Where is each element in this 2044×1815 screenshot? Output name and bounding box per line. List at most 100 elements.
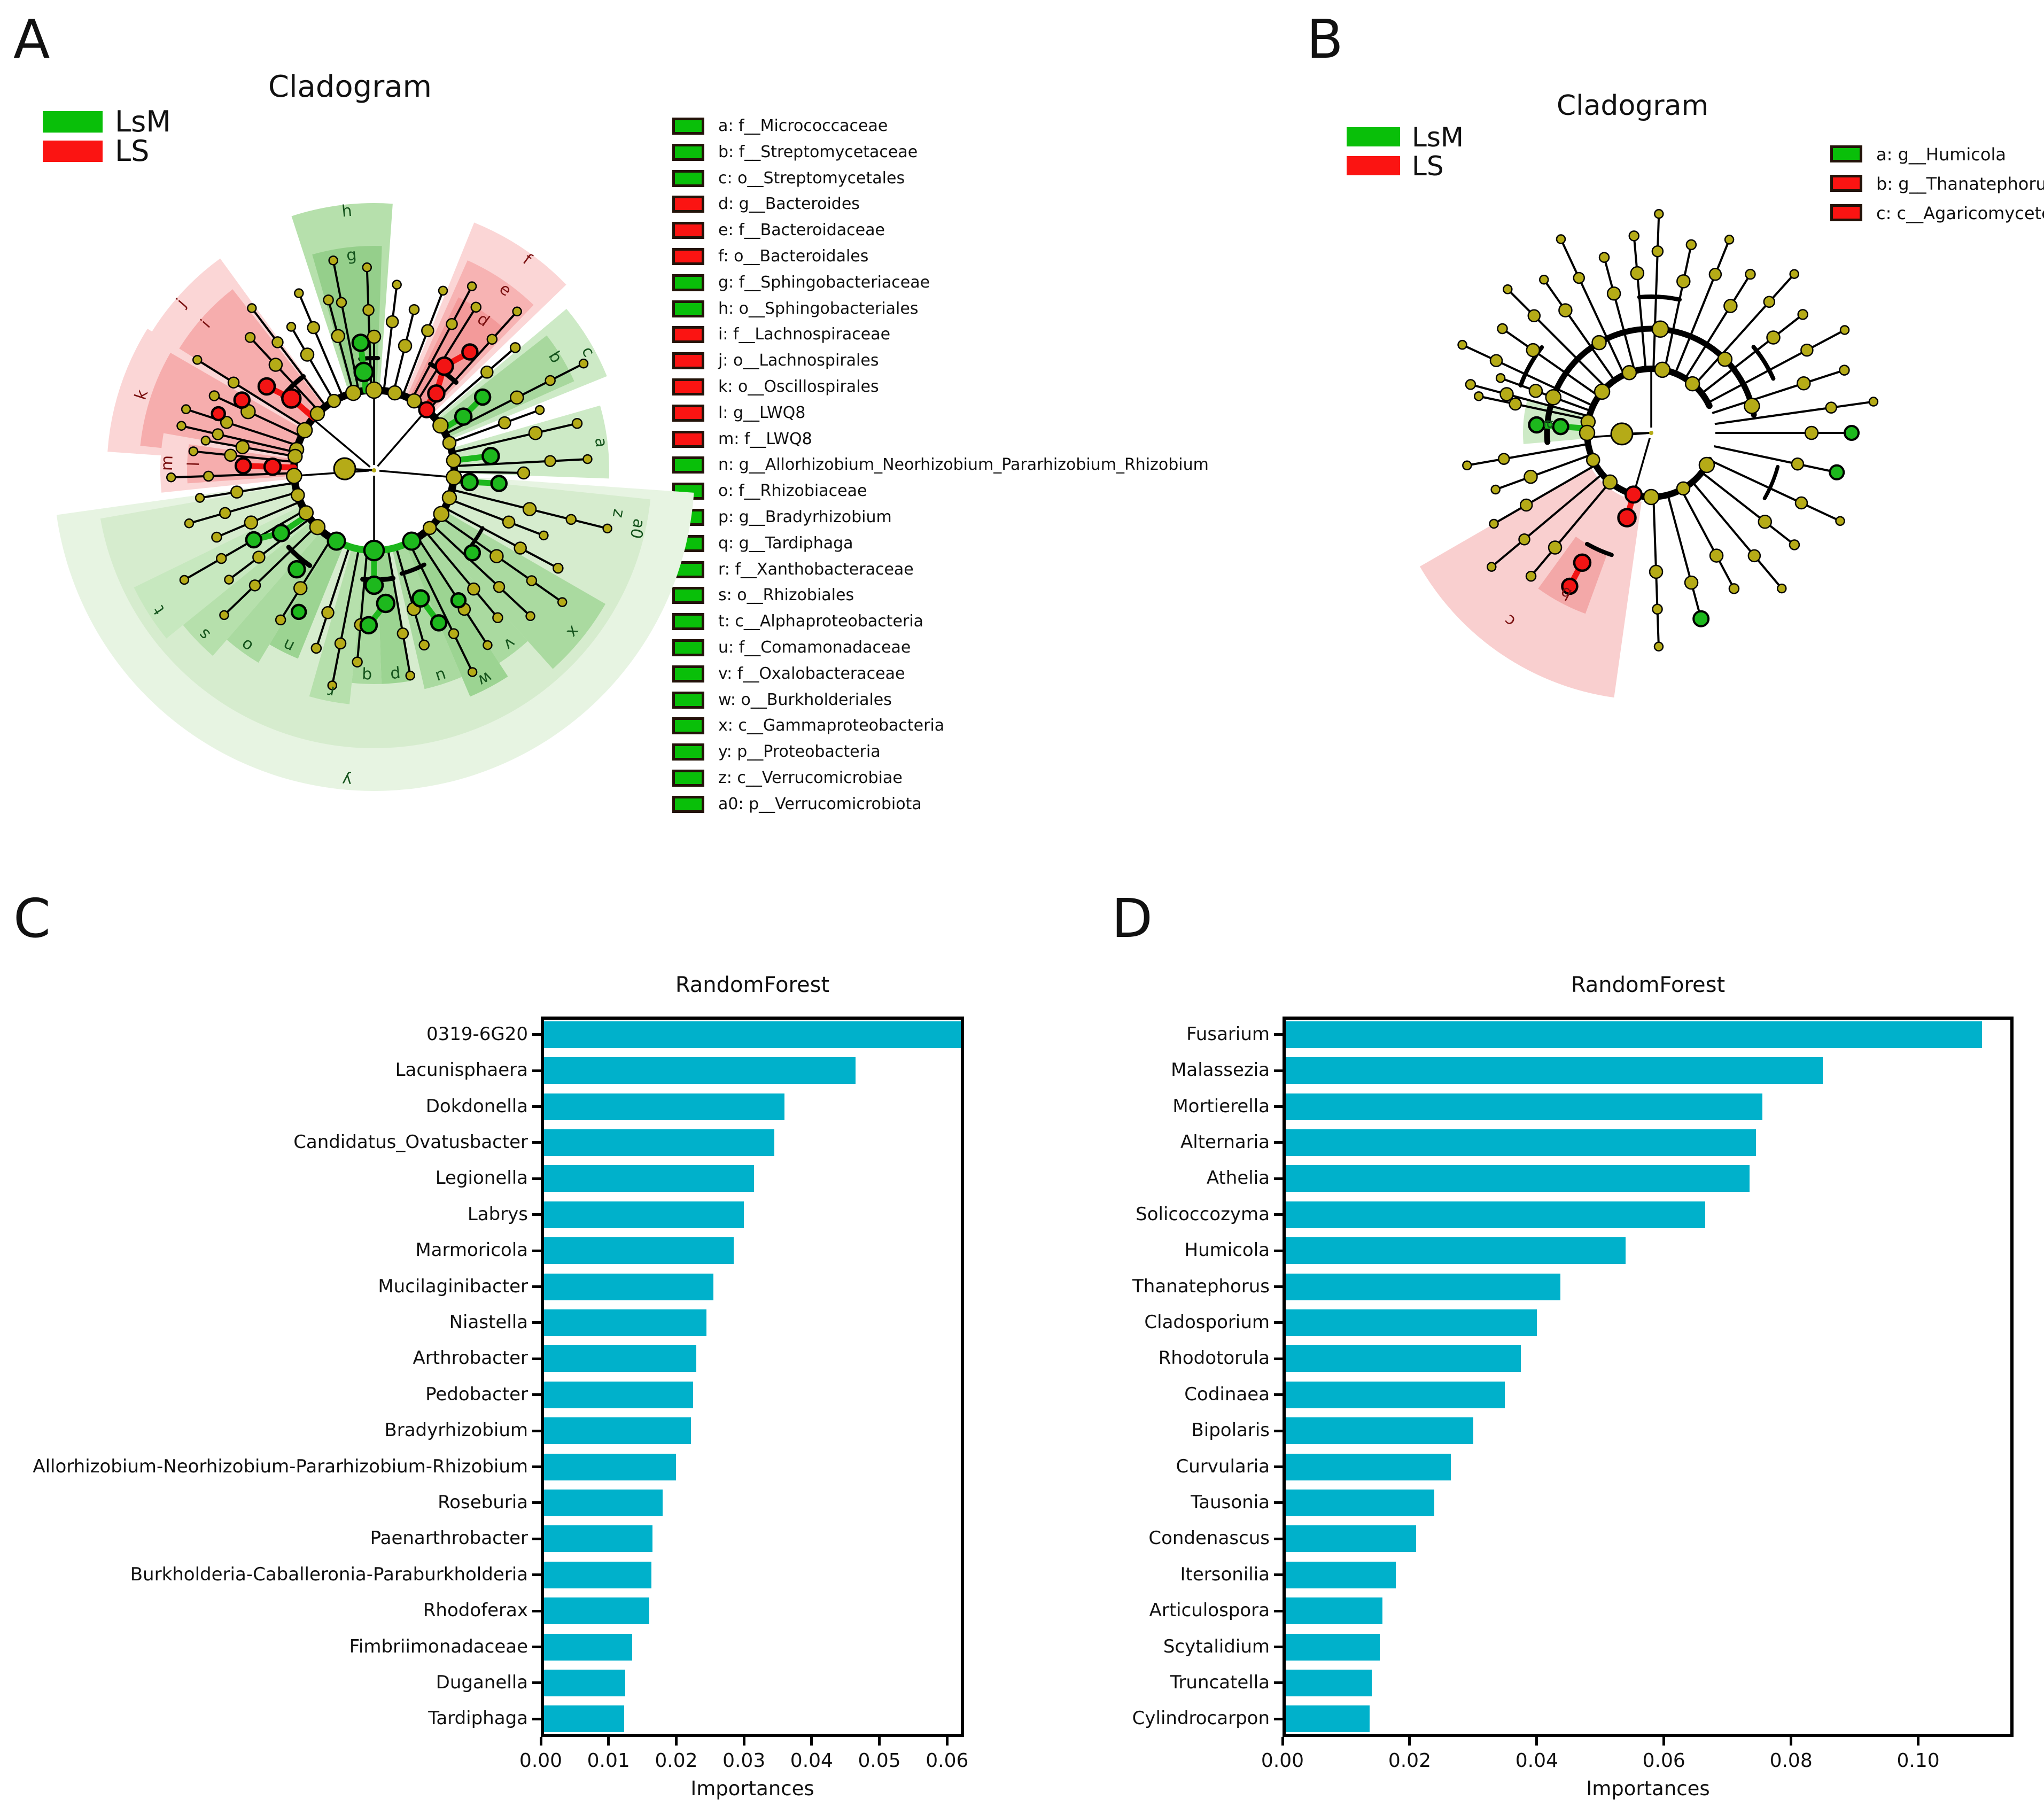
legend-entry-label: v: f__Oxalobacteraceae [718,664,905,683]
taxon-node [467,281,477,291]
taxon-node [244,332,256,343]
taxon-node [1649,564,1664,579]
ring-node [433,506,450,522]
legend-entry-label: q: g__Tardiphaga [718,533,853,553]
ring-node [1654,361,1671,378]
taxon-node [1606,286,1621,301]
clade-arc [399,562,426,576]
legend-label-lsm: LsM [115,105,171,138]
y-tick [1274,1717,1283,1720]
bar-label-Articulospora: Articulospora [1149,1600,1270,1622]
taxon-node [331,329,345,344]
x-tick-label: 0.00 [1261,1750,1304,1772]
taxon-node [1524,469,1538,484]
legend-entry-swatch [672,352,704,370]
taxon-node [1800,343,1814,357]
branch [185,408,298,447]
y-tick [1274,1609,1283,1612]
taxon-node [328,255,338,266]
taxon-node [224,575,234,585]
bar-Tardiphaga [544,1705,624,1733]
x-tick-label: 0.10 [1897,1750,1940,1772]
taxon-node [293,581,308,595]
taxon-node [1652,603,1663,615]
taxon-node [1525,570,1537,582]
sector-letter: q [361,666,372,685]
y-tick [532,1213,541,1216]
legend-label-ls-b: LS [1412,151,1444,182]
ring-node [1594,383,1611,400]
branch [223,525,317,616]
taxon-node [1499,387,1514,401]
legend-entry-swatch [1830,175,1862,192]
branch [1701,313,1804,394]
cladogram-b-title: Cladogram [1556,90,1709,122]
legend-entry-label: i: f__Lachnospiraceae [718,325,891,344]
bar-label-Legionella: Legionella [435,1167,528,1189]
taxon-node [362,304,375,316]
legend-swatch-ls-b [1347,156,1400,175]
sector-letter: a0 [626,517,648,540]
legend-entry-label: m: f__LWQ8 [718,429,812,448]
branch [1560,238,1626,376]
legend-entry-label: p: g__Bradyrhizobium [718,508,892,526]
taxon-node [578,358,589,369]
highlight-node [245,531,263,549]
bar-Malassezia [1286,1057,1823,1084]
taxon-node [188,446,199,456]
bar-label-Rhodoferax: Rhodoferax [423,1600,528,1622]
taxon-node [1548,540,1563,555]
taxon-node [1598,252,1610,263]
ring-node [1621,364,1637,381]
taxon-node [1558,303,1573,317]
taxon-node [184,518,195,529]
clade-arc [1637,294,1682,302]
taxon-node [1717,351,1733,367]
taxon-node [405,670,415,681]
taxon-node [1825,401,1837,414]
branch [454,470,524,474]
highlight-node [427,384,446,403]
legend-entry-swatch [672,639,704,656]
bar-label-Niastella: Niastella [449,1311,528,1333]
branch [183,509,306,581]
legend-entry-swatch [672,717,704,735]
highlight-node [287,560,306,579]
taxon-node [1651,320,1669,338]
taxon-node [220,416,234,429]
branch [327,299,355,393]
bar-Legionella [544,1165,755,1192]
bar-label-Bradyrhizobium: Bradyrhizobium [384,1420,528,1441]
sector-letter: y [341,770,353,789]
ring-node [432,417,449,434]
legend-entry-swatch [1830,204,1862,221]
bar-Pedobacter [544,1381,694,1408]
clade-sector [377,552,411,684]
branch [395,547,425,646]
x-tick [945,1737,949,1746]
y-tick [532,1357,541,1360]
clade-arc [1585,541,1614,557]
taxon-node [565,514,577,525]
branch [1543,279,1615,381]
bar-Bradyrhizobium [544,1417,691,1445]
highlight-node [450,592,467,609]
taxon-node [268,358,283,372]
bar-label-Burkholderia-Caballeronia-Paraburkholderia: Burkholderia-Caballeronia-Paraburkholder… [130,1563,528,1585]
root-branch [294,469,369,477]
branch [410,285,473,400]
taxon-node [418,639,430,651]
x-tick [1535,1737,1538,1746]
clade-sector [406,539,508,697]
legend-entry-label: w: o__Burkholderiales [718,690,892,709]
taxon-node [1868,397,1879,407]
bar-label-Mortierella: Mortierella [1172,1095,1270,1117]
branch [279,538,333,620]
clade-arc [1762,464,1780,500]
taxon-node [362,262,372,273]
branch [1506,288,1607,389]
taxon-node [489,549,504,563]
bar-Humicola [1286,1237,1626,1265]
bar-Marmoricola [544,1237,734,1265]
highlight-node [234,457,252,475]
